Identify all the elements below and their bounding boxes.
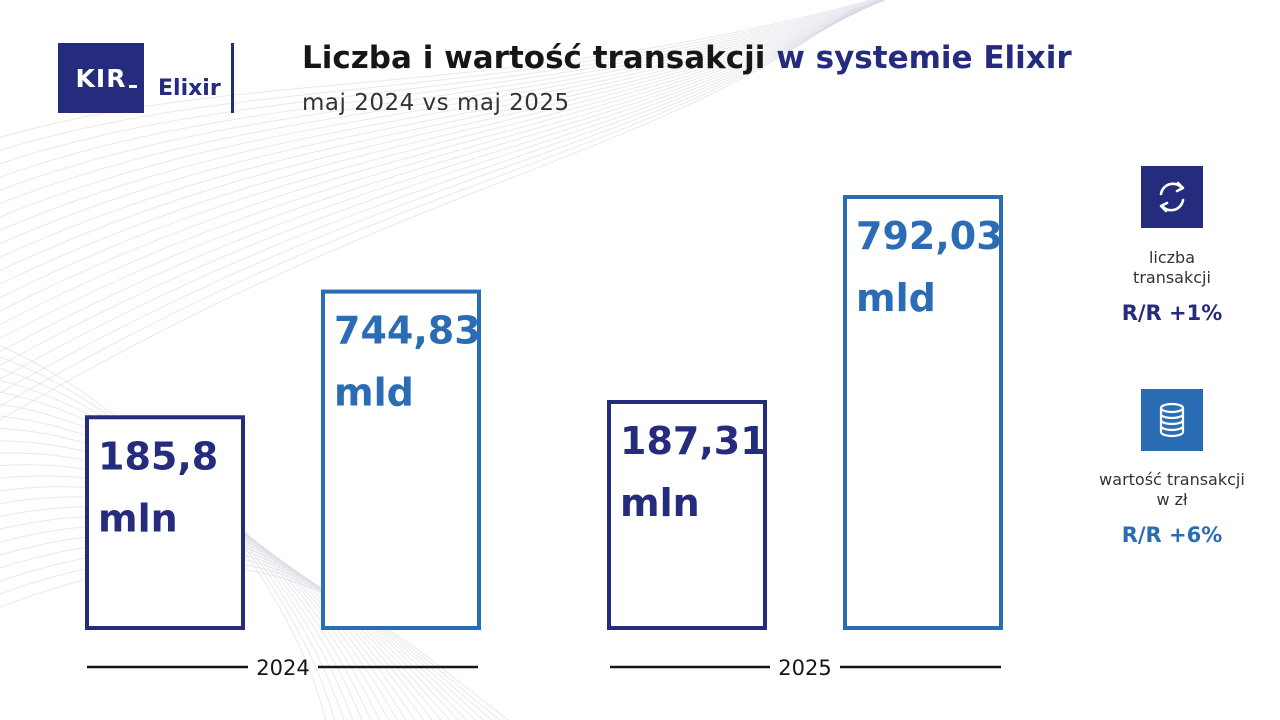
background-contour-line [0,6,861,720]
kir-logo: KIR [58,43,144,113]
bar-2024-series-1 [321,289,481,630]
background-contour-line [0,0,885,720]
page-title: Liczba i wartość transakcji w systemie E… [302,40,1072,76]
bar-unit-label: mld [856,276,936,320]
bar-value-label: 185,8 [98,434,218,478]
bar-value-label: 792,03 [856,214,1003,258]
page-subtitle: maj 2024 vs maj 2025 [302,90,570,116]
kir-logo-text: KIR [75,63,138,93]
bar-value-label: 187,31 [620,419,767,463]
title-main: Liczba i wartość transakcji [302,40,766,76]
background-contour-line [0,0,878,720]
elixir-logo: Elixir [158,76,221,101]
metric-value-label-line1: wartość transakcji [1099,470,1245,489]
title-accent: w systemie Elixir [776,40,1072,76]
bar-unit-label: mln [98,496,178,540]
refresh-arrows-icon [1141,166,1203,228]
logo-divider [231,43,234,113]
metric-value-change: R/R +6% [1121,523,1223,547]
bar-2024-series-0 [85,415,245,630]
metric-count-change: R/R +1% [1121,301,1223,325]
background-contour-line [0,0,883,720]
metric-count-label: liczba transakcji [1072,248,1272,288]
metric-value-label: wartość transakcji w zł [1072,470,1272,510]
background-contour-line [0,4,865,720]
bar-unit-label: mld [334,371,414,415]
metric-count-label-line2: transakcji [1133,268,1211,287]
coin-stack-icon [1141,389,1203,451]
background-contour-line [0,0,884,720]
bar-unit-label: mln [620,481,700,525]
metric-count-label-line1: liczba [1148,248,1196,267]
metric-value-label-line2: w zł [1156,490,1188,509]
bar-value-label: 744,83 [334,309,481,353]
bar-2025-series-0 [607,400,767,630]
bar-2025-series-1 [843,195,1003,630]
background-contour-line [0,0,882,720]
background-contour-line [0,3,869,720]
background-contour-line [0,1,874,720]
category-label-2025: 2025 [778,656,831,680]
background-contour-line [0,7,857,720]
category-label-2024: 2024 [256,656,309,680]
